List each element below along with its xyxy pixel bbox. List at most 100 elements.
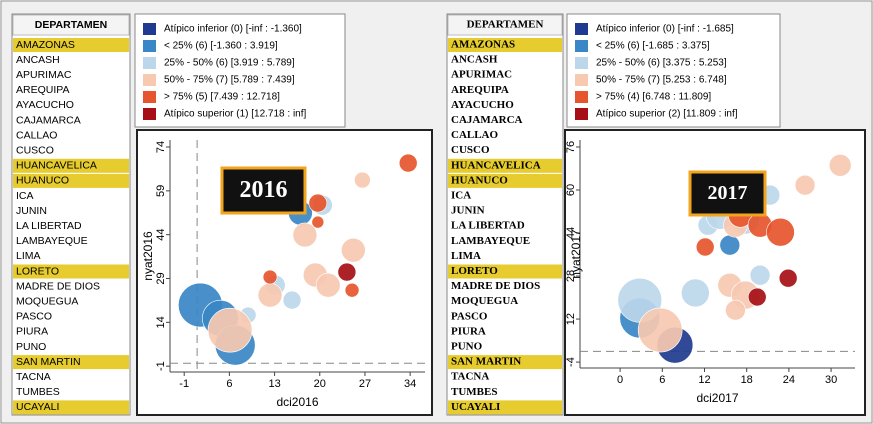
bubble [828, 153, 852, 177]
list-item: TACNA [451, 371, 489, 383]
bubble [262, 269, 278, 285]
bubble [695, 237, 715, 257]
list-item: HUANCAVELICA [16, 160, 97, 172]
legend-label: Atípico superior (1) [12.718 : inf] [164, 109, 307, 120]
x-axis-label: dci2017 [696, 391, 738, 405]
list-item: CAJAMARCA [16, 114, 81, 126]
x-tick-label: 0 [617, 374, 623, 386]
list-item: CUSCO [16, 144, 54, 156]
list-item: LA LIBERTAD [16, 220, 82, 232]
list-item: AREQUIPA [451, 84, 509, 96]
y-tick-label: 44 [155, 229, 167, 241]
y-tick-label: 29 [155, 272, 167, 284]
bubble [778, 268, 798, 288]
x-tick-label: 34 [404, 378, 416, 390]
list-item: MADRE DE DIOS [451, 280, 540, 292]
legend-label: Atípico inferior (0) [-inf : -1.685] [596, 24, 734, 35]
list-item: LA LIBERTAD [451, 220, 525, 232]
legend-swatch [143, 57, 156, 69]
list-header: DEPARTAMEN [467, 19, 544, 31]
bubble [315, 272, 341, 298]
list-item-selected [448, 264, 562, 279]
list-item-selected [13, 158, 129, 173]
legend-box [134, 13, 346, 128]
list-item: ICA [451, 190, 471, 202]
bubble [308, 193, 328, 213]
list-item: HUANCAVELICA [451, 159, 541, 171]
list-item: JUNIN [451, 205, 485, 217]
list-item: APURIMAC [16, 69, 72, 81]
legend-swatch [143, 23, 156, 35]
legend-swatch [575, 74, 588, 86]
list-item-selected [448, 158, 562, 173]
x-tick-label: -1 [179, 378, 189, 390]
list-item: SAN MARTIN [451, 356, 521, 368]
list-item: ANCASH [16, 54, 60, 66]
list-item: TUMBES [451, 386, 497, 398]
list-item: PASCO [451, 310, 488, 322]
legend-swatch [143, 74, 156, 86]
bubble [354, 171, 371, 189]
legend-label: Atípico inferior (0) [-inf : -1.360] [164, 24, 302, 35]
list-header-bg [447, 14, 563, 36]
list-item: ICA [16, 190, 34, 202]
list-item-selected [13, 355, 129, 370]
bubble [337, 262, 357, 282]
list-item-selected [13, 38, 129, 52]
list-item: PASCO [16, 311, 52, 323]
list-item-selected [448, 400, 562, 415]
legend-swatch [143, 108, 156, 120]
list-item: UCAYALI [451, 401, 500, 413]
chart-title: 2016 [240, 177, 288, 203]
legend-label: > 75% (5) [7.439 : 12.718] [164, 92, 280, 103]
bubble [341, 237, 366, 263]
bubble [311, 215, 325, 229]
bubble [207, 307, 253, 353]
x-tick-label: 30 [825, 374, 837, 386]
bubble [719, 234, 741, 256]
list-item: CAJAMARCA [451, 114, 523, 126]
list-item: LIMA [451, 250, 481, 262]
x-axis-label: dci2016 [276, 395, 318, 409]
list-item: LAMBAYEQUE [16, 235, 88, 247]
list-item: PUNO [451, 341, 483, 353]
bubble [344, 282, 360, 298]
list-item: AYACUCHO [451, 99, 514, 111]
y-tick-label: 44 [565, 227, 577, 239]
list-item: CALLAO [16, 129, 57, 141]
list-item-selected [448, 355, 562, 370]
list-item: LORETO [16, 265, 59, 277]
x-tick-label: 24 [783, 374, 795, 386]
list-item: TUMBES [16, 386, 60, 398]
list-box [446, 13, 564, 416]
list-item: MADRE DE DIOS [16, 280, 100, 292]
legend-label: < 25% (6) [-1.360 : 3.919] [164, 41, 278, 52]
list-item: AMAZONAS [451, 39, 515, 51]
list-item: MOQUEGUA [451, 295, 518, 307]
legend-swatch [575, 40, 588, 52]
list-box [11, 13, 131, 416]
list-item: SAN MARTIN [16, 356, 81, 368]
bubble [637, 307, 683, 353]
list-item: UCAYALI [16, 401, 59, 413]
x-tick-label: 6 [226, 378, 232, 390]
list-item: PIURA [16, 326, 48, 338]
legend-label: Atípico superior (2) [11.809 : inf] [596, 109, 738, 120]
legend-label: 50% - 75% (7) [5.789 : 7.439] [164, 75, 295, 86]
bubble [292, 222, 318, 248]
bubble [766, 217, 795, 247]
bubble [749, 264, 771, 286]
list-item: LORETO [451, 265, 498, 277]
list-item: PIURA [451, 325, 486, 337]
legend-swatch [575, 108, 588, 120]
y-tick-label: -1 [155, 361, 167, 371]
title-box [688, 170, 767, 217]
title-box [220, 166, 307, 215]
x-tick-label: 18 [741, 374, 753, 386]
list-item: PUNO [16, 341, 46, 353]
legend-swatch [575, 23, 588, 35]
list-item: CUSCO [451, 144, 490, 156]
list-header-bg [12, 14, 130, 36]
list-item-selected [448, 173, 562, 188]
